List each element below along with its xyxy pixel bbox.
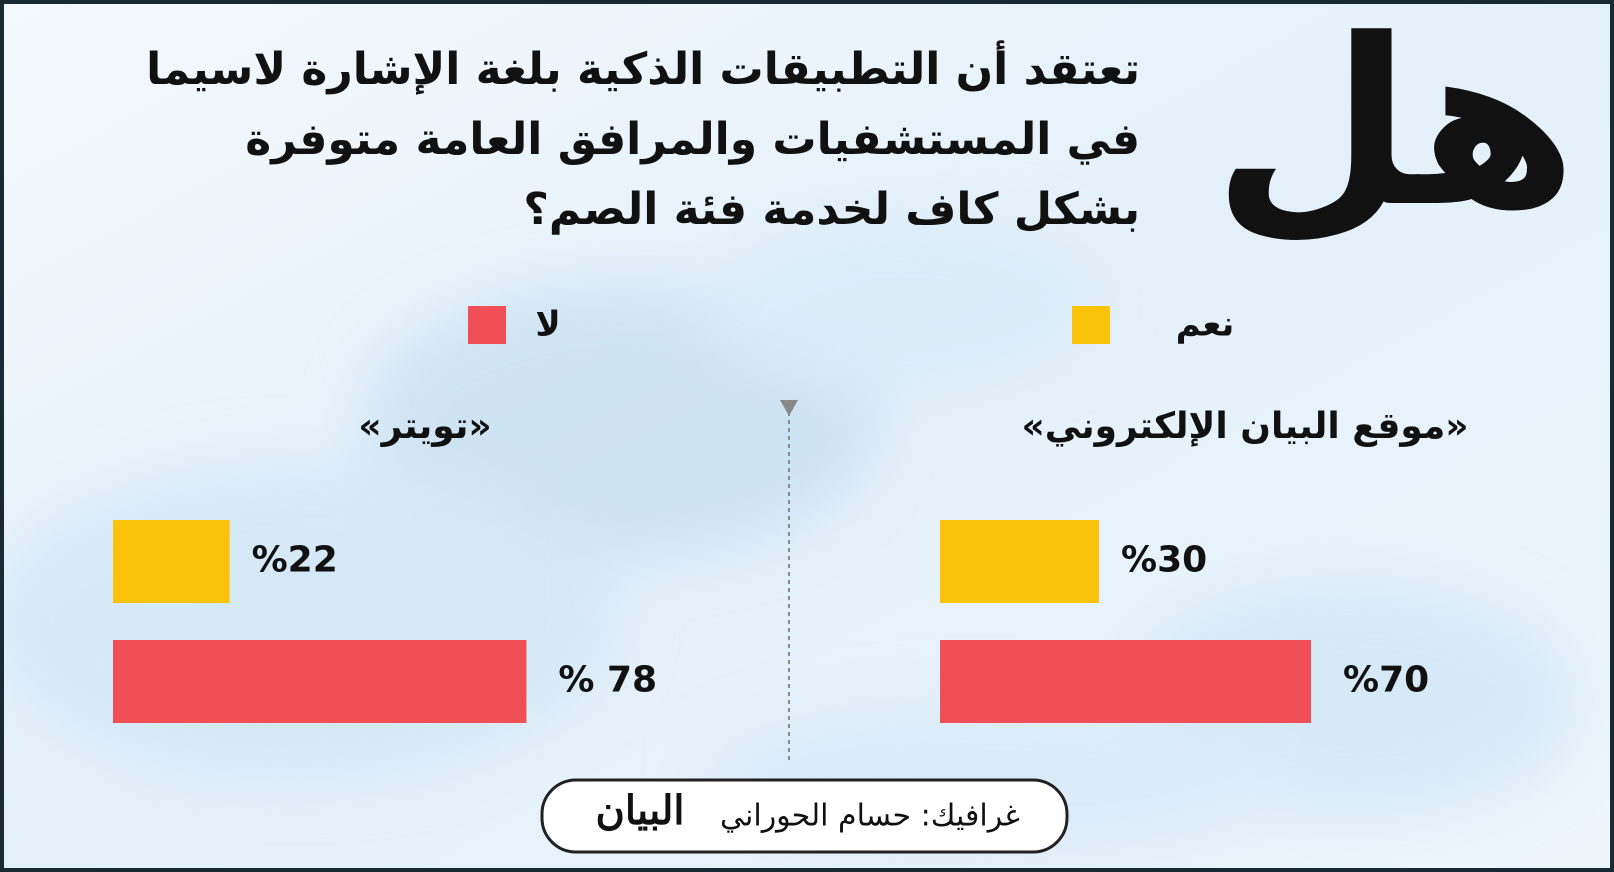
question-line: بشكل كاف لخدمة فئة الصم؟ bbox=[523, 184, 1140, 235]
panel-title: «تويتر» bbox=[358, 406, 491, 447]
legend-label: نعم bbox=[1176, 305, 1235, 345]
legend-swatch bbox=[1072, 306, 1110, 344]
bar bbox=[940, 520, 1099, 603]
panel-title: «موقع البيان الإلكتروني» bbox=[1021, 406, 1468, 447]
value-label: %22 bbox=[252, 540, 338, 581]
value-label: %30 bbox=[1121, 540, 1207, 581]
bar bbox=[113, 640, 527, 723]
question-line: تعتقد أن التطبيقات الذكية بلغة الإشارة ل… bbox=[146, 40, 1140, 95]
bar bbox=[940, 640, 1311, 723]
legend-label: لا bbox=[535, 305, 560, 345]
divider-arrow bbox=[780, 400, 798, 416]
credit: غرافيك: حسام الحوراني bbox=[720, 799, 1020, 834]
question-line: في المستشفيات والمرافق العامة متوفرة bbox=[245, 114, 1140, 165]
value-label: % 78 bbox=[558, 660, 657, 701]
logo: البيان bbox=[595, 787, 684, 834]
value-label: %70 bbox=[1343, 660, 1429, 701]
lead-word: هل bbox=[1213, 0, 1578, 258]
legend-swatch bbox=[468, 306, 506, 344]
bar bbox=[113, 520, 230, 603]
footer-box bbox=[540, 778, 1069, 854]
